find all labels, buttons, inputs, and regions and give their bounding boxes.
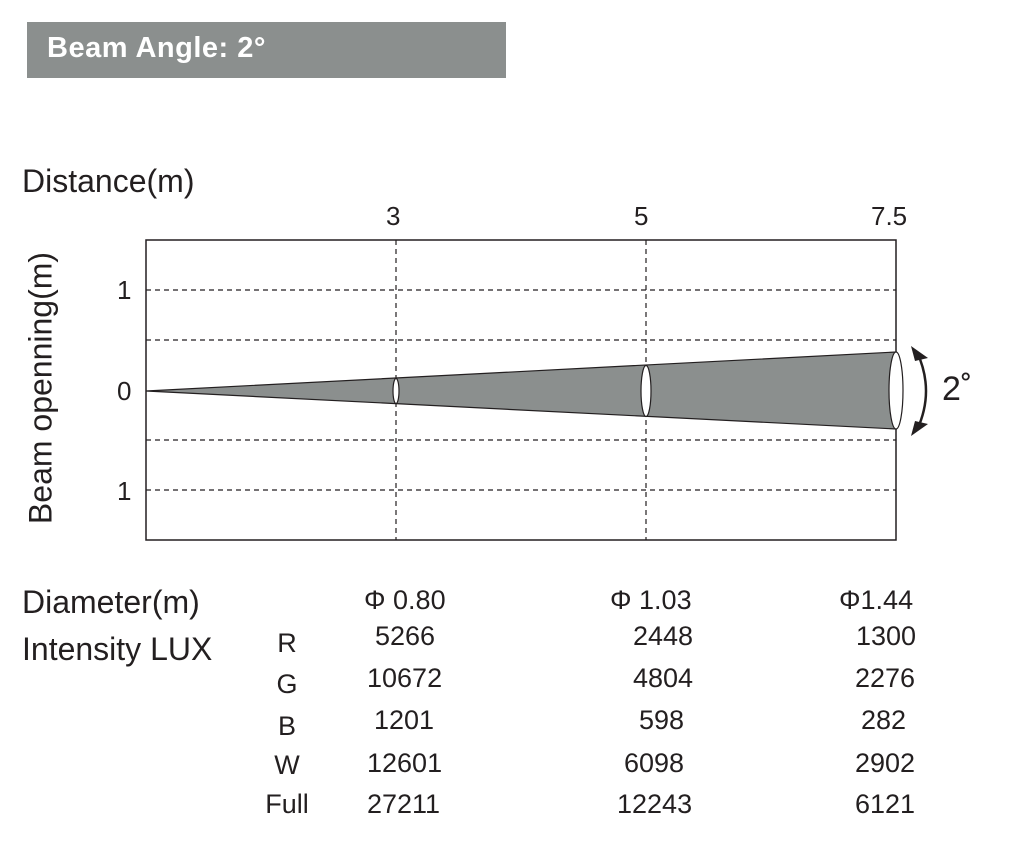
vertical-gridlines — [395, 240, 647, 540]
cell-g-7-5m: 2276 — [855, 663, 916, 693]
cell-r-3m: 5266 — [375, 621, 436, 651]
page-title: Beam Angle: 2° — [47, 32, 266, 64]
cell-r-5m: 2448 — [633, 621, 694, 651]
cell-w-5m: 6098 — [624, 748, 685, 778]
cell-g-5m: 4804 — [633, 663, 694, 693]
cell-b-3m: 1201 — [374, 705, 435, 735]
diameter-3m: Φ 0.80 — [364, 585, 446, 615]
intensity-label: Intensity LUX — [22, 631, 213, 667]
cell-full-7-5m: 6121 — [855, 789, 916, 819]
diameter-5m: Φ 1.03 — [610, 585, 692, 615]
cell-b-7-5m: 282 — [861, 705, 907, 735]
angle-arc-icon — [915, 351, 928, 431]
y-tick-0: 0 — [117, 376, 132, 406]
x-tick-7-5: 7.5 — [871, 201, 908, 231]
x-axis-title: Distance(m) — [22, 163, 195, 199]
row-label-g: G — [276, 669, 298, 699]
cell-b-5m: 598 — [639, 705, 685, 735]
beam-angle-label: 2˚ — [942, 370, 973, 408]
x-tick-3: 3 — [386, 201, 401, 231]
arrow-up-icon — [911, 346, 928, 361]
cell-r-7-5m: 1300 — [856, 621, 917, 651]
row-label-r: R — [277, 628, 297, 658]
row-label-full: Full — [265, 789, 309, 819]
diameter-7-5m: Φ1.44 — [839, 585, 914, 615]
arrow-down-icon — [911, 421, 928, 436]
y-tick-bottom-1: 1 — [117, 476, 132, 506]
title-banner: Beam Angle: 2° — [27, 22, 506, 78]
y-tick-top-1: 1 — [117, 275, 132, 305]
cell-w-3m: 12601 — [367, 748, 443, 778]
beam-section-7-5m — [888, 351, 904, 430]
cell-g-3m: 10672 — [367, 663, 443, 693]
cell-full-3m: 27211 — [367, 789, 441, 819]
row-label-b: B — [277, 711, 296, 741]
beam-cone — [145, 351, 897, 430]
diameter-label: Diameter(m) — [22, 584, 200, 620]
cell-full-5m: 12243 — [617, 789, 693, 819]
beam-section-5m — [640, 364, 652, 418]
horizontal-gridlines — [146, 289, 896, 491]
row-label-w: W — [274, 750, 300, 780]
beam-section-3m — [392, 377, 400, 405]
x-tick-5: 5 — [634, 201, 649, 231]
cell-w-7-5m: 2902 — [855, 748, 916, 778]
